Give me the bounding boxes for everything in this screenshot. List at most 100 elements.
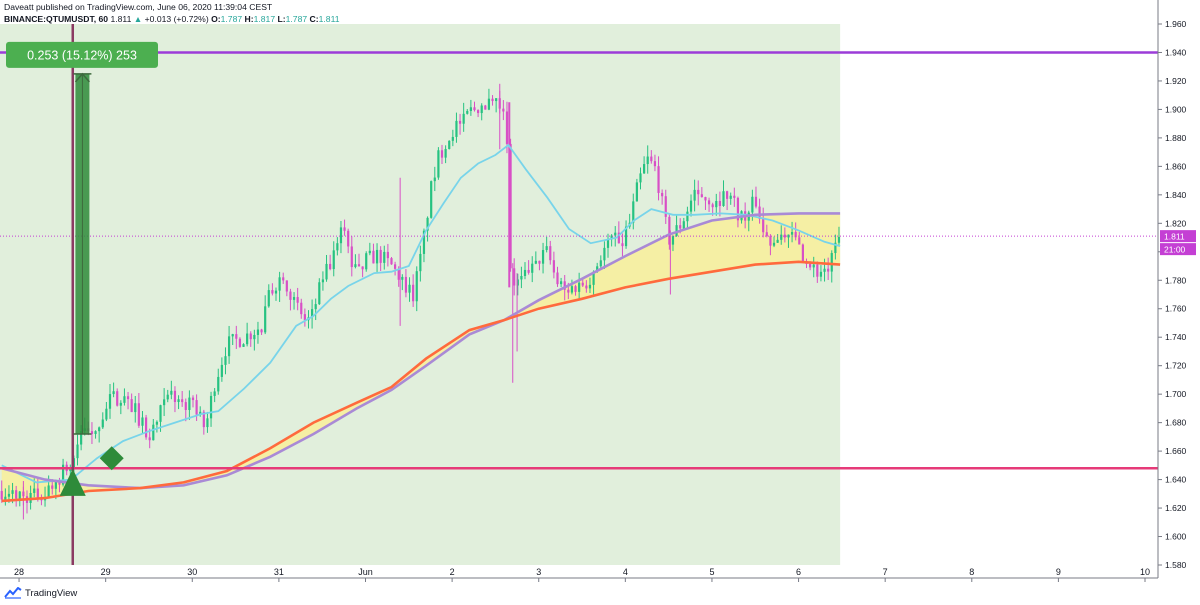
candle-body: [823, 268, 826, 272]
y-tick-label: 1.840: [1165, 190, 1187, 200]
candle-body: [480, 105, 483, 114]
candle-body: [646, 156, 649, 165]
candle-body: [397, 268, 400, 280]
candle-body: [729, 195, 732, 199]
low-value: 1.787: [285, 14, 308, 24]
candle-body: [469, 107, 472, 111]
candle-body: [343, 227, 346, 231]
candle-body: [325, 263, 328, 280]
candle-body: [318, 282, 321, 305]
candle-body: [90, 431, 94, 434]
candle-body: [393, 264, 397, 269]
candle-body: [448, 140, 451, 150]
candle-body: [509, 143, 512, 269]
y-tick-label: 1.700: [1165, 389, 1187, 399]
measure-arrow-icon: [74, 72, 90, 83]
candle-body: [798, 237, 801, 245]
candle-body: [408, 284, 411, 293]
candle-body: [704, 197, 707, 201]
current-price-tag: [1160, 230, 1196, 243]
candle-body: [383, 251, 386, 263]
candle-body: [538, 260, 541, 264]
candle-body: [260, 329, 263, 333]
candle-body: [621, 243, 624, 247]
candle-body: [758, 206, 761, 219]
candle-body: [462, 113, 465, 124]
candle-body: [339, 227, 343, 244]
candle-body: [624, 226, 628, 247]
candle-body: [657, 166, 660, 193]
candle-body: [191, 397, 195, 401]
candle-body: [495, 98, 498, 102]
candle-body: [112, 391, 115, 395]
candle-body: [754, 196, 758, 207]
candle-body: [188, 397, 191, 410]
candle-body: [47, 485, 50, 498]
candle-body: [733, 195, 736, 198]
candle-body: [296, 297, 299, 303]
symbol-name: BINANCE:QTUMUSDT, 60: [4, 14, 109, 24]
last-price: 1.811: [110, 14, 132, 24]
candle-body: [119, 402, 122, 406]
candle-body: [574, 286, 577, 292]
candle-body: [94, 431, 97, 434]
candle-body: [206, 418, 209, 428]
candle-body: [101, 419, 104, 428]
candle-body: [635, 182, 638, 202]
candle-body: [181, 399, 184, 403]
history-shade: [0, 24, 841, 565]
symbol-line: BINANCE:QTUMUSDT, 60 1.811 ▲ +0.013 (+0.…: [4, 13, 340, 25]
candle-body: [166, 394, 169, 400]
x-tick-label: 6: [796, 567, 801, 577]
candle-body: [505, 111, 509, 144]
up-arrow-icon: ▲: [133, 14, 143, 24]
y-tick-label: 1.900: [1165, 104, 1187, 114]
candle-body: [837, 236, 841, 243]
candle-body: [267, 290, 270, 307]
candle-body: [675, 225, 678, 236]
candle-body: [541, 250, 545, 264]
high-label: H:: [244, 14, 254, 24]
candle-body: [144, 417, 148, 438]
candle-body: [606, 239, 610, 248]
candle-body: [430, 181, 433, 218]
candle-body: [116, 391, 119, 406]
candle-body: [199, 411, 202, 415]
candle-body: [552, 260, 555, 273]
candle-body: [379, 249, 382, 263]
candle-body: [412, 284, 415, 302]
candle-body: [357, 264, 361, 267]
candle-body: [830, 253, 833, 272]
candle-body: [765, 232, 768, 237]
candle-body: [61, 464, 65, 485]
candle-body: [794, 232, 797, 238]
x-tick-label: 2: [450, 567, 455, 577]
candle-body: [300, 302, 303, 315]
candle-body: [137, 403, 140, 426]
measure-label-box: [6, 41, 158, 68]
candle-body: [476, 110, 480, 114]
candle-body: [217, 376, 220, 392]
candle-body: [513, 268, 516, 286]
candle-body: [585, 285, 588, 289]
y-tick-label: 1.960: [1165, 19, 1187, 29]
candle-body: [246, 333, 249, 345]
candle-body: [440, 150, 444, 158]
candle-body: [567, 289, 570, 293]
y-tick-label: 1.880: [1165, 133, 1187, 143]
x-tick-label: 8: [969, 567, 974, 577]
candle-body: [155, 421, 159, 425]
candle-body: [126, 396, 130, 400]
candle-body: [578, 282, 581, 292]
candle-body: [375, 249, 379, 264]
candle-body: [787, 234, 790, 238]
countdown-value: 21:00: [1164, 245, 1186, 255]
x-tick-label: Jun: [358, 567, 373, 577]
countdown-tag: [1160, 243, 1196, 256]
tradingview-footer: TradingView: [4, 587, 77, 599]
candle-body: [386, 251, 389, 259]
candle-body: [303, 314, 306, 321]
candle-body: [159, 405, 162, 422]
candle-body: [278, 277, 281, 291]
